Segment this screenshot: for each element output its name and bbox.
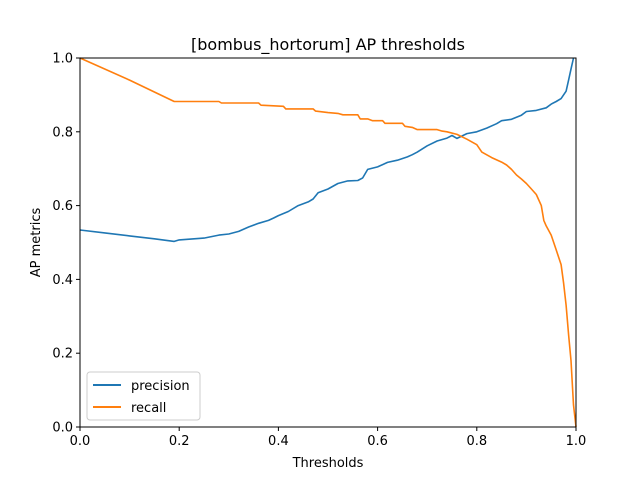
x-tick-label: 0.0 (70, 434, 91, 449)
x-tick-label: 0.2 (169, 434, 190, 449)
x-tick-label: 0.8 (466, 434, 487, 449)
series-line-precision (79, 57, 575, 243)
y-tick-label: 0.2 (52, 347, 73, 362)
x-axis: 0.0 0.2 0.4 0.6 0.8 1.0 (70, 427, 587, 449)
legend-label-recall: recall (131, 401, 166, 416)
x-tick-label: 0.6 (367, 434, 388, 449)
x-tick-label: 0.4 (268, 434, 289, 449)
series-layer (79, 57, 577, 428)
x-axis-label: Thresholds (292, 456, 364, 471)
y-tick-label: 0.8 (52, 125, 73, 140)
y-tick-label: 1.0 (52, 52, 73, 67)
y-axis: 0.0 0.2 0.4 0.6 0.8 1.0 (52, 52, 80, 436)
legend: precision recall (86, 371, 201, 421)
chart-title: [bombus_hortorum] AP thresholds (191, 35, 465, 55)
legend-label-precision: precision (131, 379, 190, 394)
y-axis-label: AP metrics (29, 208, 44, 278)
y-tick-label: 0.4 (52, 273, 73, 288)
series-line-recall (79, 57, 577, 428)
y-tick-label: 0.0 (52, 421, 73, 436)
x-tick-label: 1.0 (566, 434, 587, 449)
plot-frame (79, 57, 577, 428)
y-tick-label: 0.6 (52, 199, 73, 214)
